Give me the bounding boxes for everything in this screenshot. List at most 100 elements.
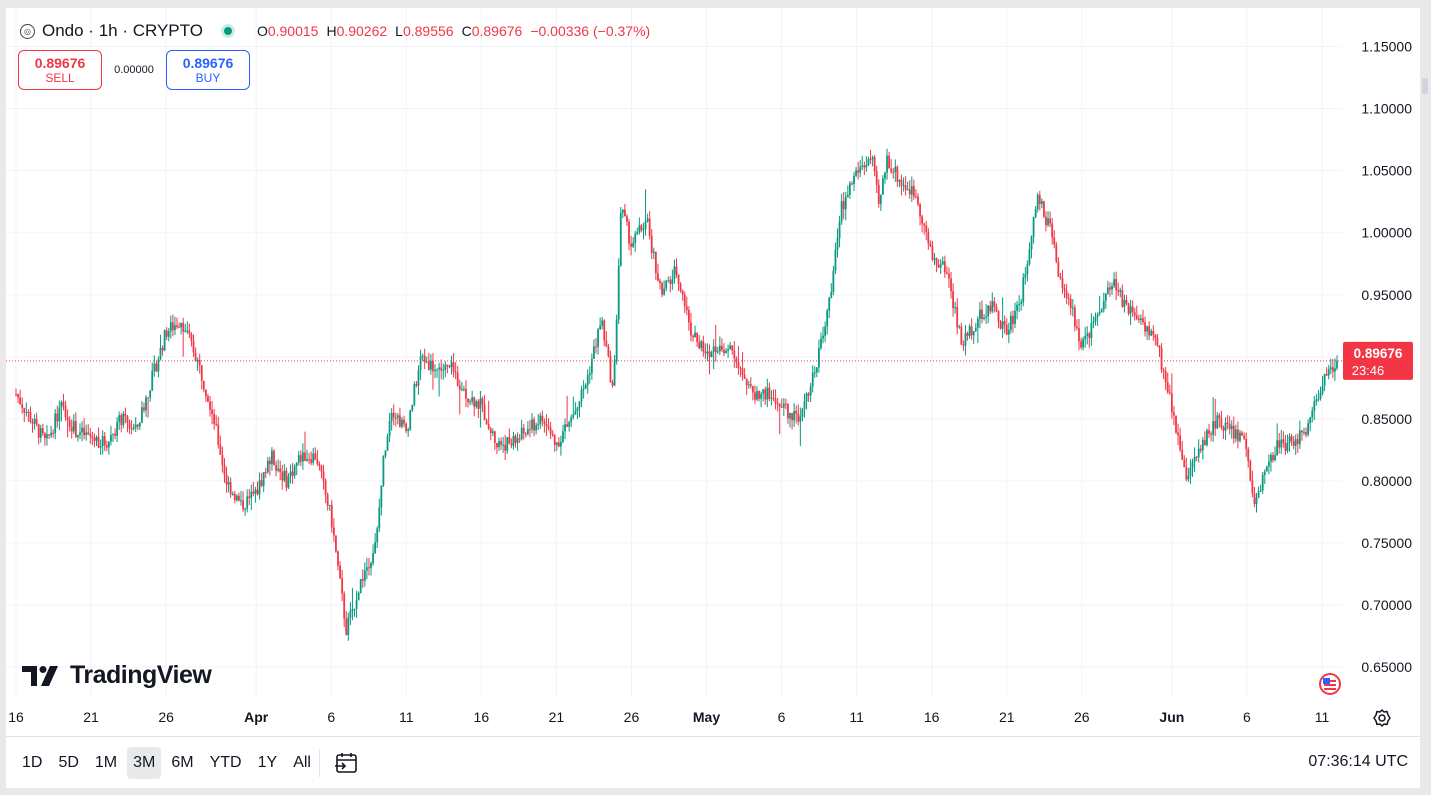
market-status-icon[interactable]: [220, 24, 235, 38]
candle-body: [136, 424, 139, 427]
candle-body: [1148, 326, 1151, 336]
grid-lines: [6, 8, 1342, 698]
candle-body: [584, 385, 587, 389]
settings-gear-icon[interactable]: [1372, 708, 1392, 728]
candle-body: [1001, 321, 1004, 329]
flag-icon[interactable]: [1318, 672, 1342, 696]
candle-body: [81, 427, 83, 433]
low-label: L: [395, 23, 403, 39]
candle-body: [964, 333, 967, 346]
time-tick-label: 16: [474, 709, 490, 725]
symbol-legend: ◎ Ondo · 1h · CRYPTO O0.90015 H0.90262 L…: [20, 21, 650, 41]
candle-body: [1119, 290, 1122, 292]
candle-body: [931, 246, 934, 260]
candle-body: [871, 157, 874, 160]
candle-body: [250, 491, 253, 498]
candle-body: [564, 424, 566, 432]
range-button-all[interactable]: All: [293, 754, 311, 771]
range-button-3m[interactable]: 3M: [127, 747, 162, 779]
candle-body: [549, 427, 552, 434]
range-button-ytd[interactable]: YTD: [209, 754, 242, 771]
candle-body: [888, 155, 890, 169]
candle-body: [910, 186, 913, 195]
time-axis[interactable]: 16 21 26 Apr 6 11 16 21 26 May 6 11 16 21 26 Jun 6 11: [8, 709, 1329, 725]
price-tag-background: [1343, 341, 1413, 380]
candle-body: [756, 391, 758, 400]
range-button-5d[interactable]: 5D: [58, 754, 79, 771]
candle-body: [70, 426, 73, 432]
sell-price: 0.89676: [34, 55, 86, 71]
sell-button[interactable]: 0.89676 SELL: [18, 50, 102, 90]
scrollbar-thumb[interactable]: [1422, 78, 1428, 94]
candle-body: [386, 436, 389, 451]
candle-body: [500, 441, 502, 445]
candle-body: [937, 264, 940, 268]
candle-body: [204, 389, 207, 397]
candle-body: [1100, 309, 1103, 313]
candle-body: [458, 385, 461, 390]
candle-body: [1301, 430, 1303, 433]
candle-body: [915, 196, 917, 198]
candle-body: [805, 393, 808, 402]
candle-body: [79, 432, 81, 435]
candle-body: [1222, 427, 1225, 431]
candle-body: [795, 411, 798, 414]
candle-body: [1179, 435, 1182, 450]
chart-canvas[interactable]: 0.65000 0.70000 0.75000 0.80000 0.85000 0.900…: [6, 8, 1420, 736]
candle-body: [675, 266, 678, 275]
candle-body: [640, 225, 643, 231]
price-axis[interactable]: 0.650000.700000.750000.800000.850000.900…: [1361, 39, 1412, 675]
candle-body: [999, 321, 1002, 329]
candle-body: [1230, 425, 1233, 429]
candle-body: [163, 330, 166, 351]
candle-body: [578, 401, 581, 408]
candle-body: [966, 333, 969, 336]
candle-body: [1193, 456, 1196, 462]
candle-body: [62, 402, 65, 406]
candle-body: [52, 432, 55, 434]
candle-body: [477, 401, 480, 409]
close-value: 0.89676: [471, 23, 523, 39]
utc-clock[interactable]: 07:36:14 UTC: [1308, 753, 1408, 770]
tradingview-logo[interactable]: TradingView: [22, 661, 212, 690]
candle-body: [349, 610, 352, 618]
candle-body: [673, 266, 676, 280]
go-to-date-icon[interactable]: [334, 750, 360, 776]
candle-body: [448, 366, 451, 368]
candle-body: [273, 450, 275, 465]
candle-body: [894, 166, 897, 173]
range-button-1y[interactable]: 1Y: [257, 754, 278, 771]
candle-body: [89, 434, 92, 437]
price-tick-label: 1.00000: [1361, 225, 1412, 241]
candle-body: [1020, 302, 1023, 305]
candle-body: [529, 429, 531, 431]
time-tick-label: 6: [778, 709, 786, 725]
range-button-6m[interactable]: 6M: [171, 754, 194, 771]
candle-body: [1195, 456, 1198, 458]
candle-body: [25, 411, 28, 413]
range-button-1d[interactable]: 1D: [22, 754, 43, 771]
candle-body: [696, 332, 699, 343]
candle-body: [1259, 490, 1262, 492]
buy-button[interactable]: 0.89676 BUY: [166, 50, 250, 90]
candle-body: [1282, 439, 1285, 443]
candle-body: [425, 361, 428, 363]
candle-body: [238, 495, 240, 501]
candle-body: [283, 470, 286, 481]
candle-body: [962, 344, 965, 346]
candle-body: [908, 189, 911, 195]
candle-body: [1280, 439, 1283, 448]
time-tick-label: 26: [624, 709, 640, 725]
range-button-1m[interactable]: 1M: [94, 754, 118, 771]
candle-body: [1315, 399, 1318, 402]
candle-body: [702, 341, 705, 352]
symbol-title[interactable]: Ondo · 1h · CRYPTO: [42, 21, 203, 40]
candle-body: [652, 251, 655, 253]
candle-body: [167, 331, 170, 337]
candle-body: [1255, 497, 1258, 505]
candle-body: [983, 317, 985, 319]
candle-body: [351, 609, 354, 611]
candle-body: [209, 401, 211, 410]
candle-body: [403, 419, 405, 424]
candle-body: [434, 370, 436, 372]
